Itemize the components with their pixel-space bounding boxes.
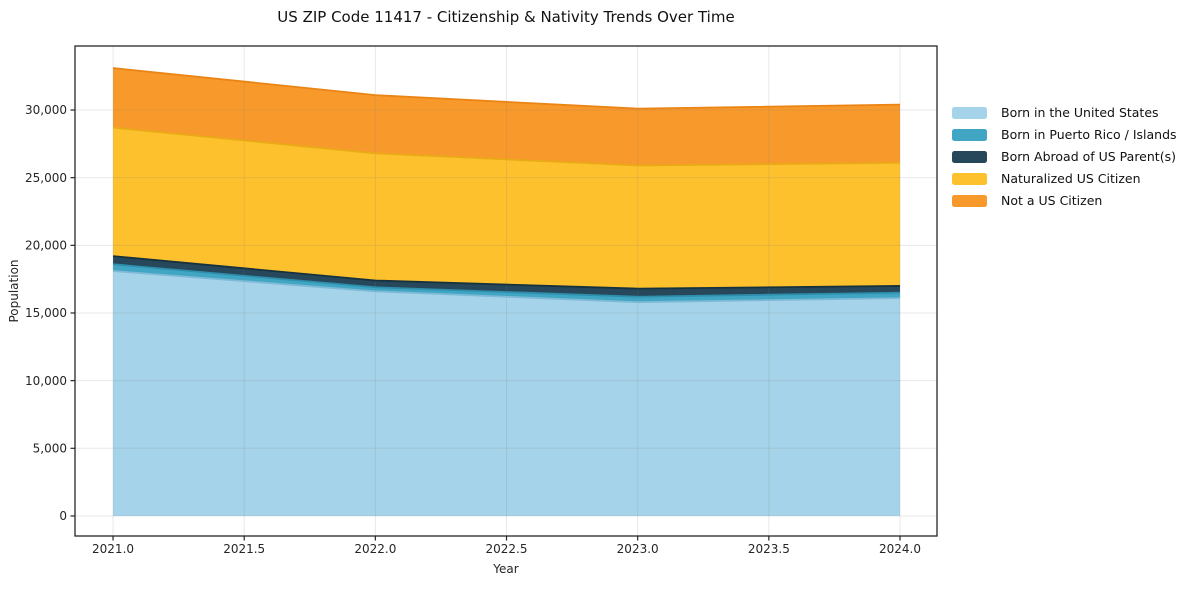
legend-swatch <box>952 107 987 119</box>
legend-swatch <box>952 173 987 185</box>
legend-item-born-in-the-united-states: Born in the United States <box>952 105 1177 121</box>
legend-item-naturalized-us-citizen: Naturalized US Citizen <box>952 171 1177 187</box>
y-tick-label: 15,000 <box>25 306 67 320</box>
x-axis-label: Year <box>493 562 519 576</box>
area-born-abroad-of-us-parent-s <box>113 256 901 297</box>
area-born-in-the-united-states <box>113 271 901 516</box>
x-tick-label: 2022.5 <box>486 542 528 556</box>
chart-title: US ZIP Code 11417 - Citizenship & Nativi… <box>277 8 735 26</box>
y-tick-label: 0 <box>59 509 67 523</box>
legend-label: Born in Puerto Rico / Islands <box>1001 127 1177 142</box>
legend-label: Naturalized US Citizen <box>1001 171 1141 186</box>
y-tick-label: 20,000 <box>25 239 67 253</box>
area-edge-born-in-puerto-rico-islands <box>112 263 901 298</box>
y-tick-label: 25,000 <box>25 171 67 185</box>
y-tick-label: 30,000 <box>25 103 67 117</box>
legend-label: Not a US Citizen <box>1001 193 1103 208</box>
x-tick-label: 2021.5 <box>223 542 265 556</box>
y-tick-label: 10,000 <box>25 374 67 388</box>
y-axis-label: Population <box>7 259 21 323</box>
legend-label: Born in the United States <box>1001 105 1159 120</box>
legend-item-born-abroad-of-us-parent-s: Born Abroad of US Parent(s) <box>952 149 1177 165</box>
x-tick-label: 2024.0 <box>879 542 921 556</box>
area-not-a-us-citizen <box>113 68 901 166</box>
area-edge-not-a-us-citizen <box>112 67 901 110</box>
area-edge-born-in-the-united-states <box>112 270 901 304</box>
area-edge-naturalized-us-citizen <box>112 126 901 167</box>
y-tick-label: 5,000 <box>33 442 67 456</box>
legend-item-born-in-puerto-rico-islands: Born in Puerto Rico / Islands <box>952 127 1177 143</box>
x-tick-label: 2022.0 <box>354 542 396 556</box>
x-tick-label: 2023.0 <box>617 542 659 556</box>
x-tick-label: 2023.5 <box>748 542 790 556</box>
x-tick-label: 2021.0 <box>92 542 134 556</box>
legend-item-not-a-us-citizen: Not a US Citizen <box>952 193 1177 209</box>
area-edge-born-abroad-of-us-parent-s <box>112 255 901 290</box>
legend-swatch <box>952 151 987 163</box>
legend-label: Born Abroad of US Parent(s) <box>1001 149 1176 164</box>
legend-swatch <box>952 195 987 207</box>
legend-swatch <box>952 129 987 141</box>
area-naturalized-us-citizen <box>113 127 901 289</box>
legend: Born in the United States Born in Puerto … <box>952 105 1177 209</box>
